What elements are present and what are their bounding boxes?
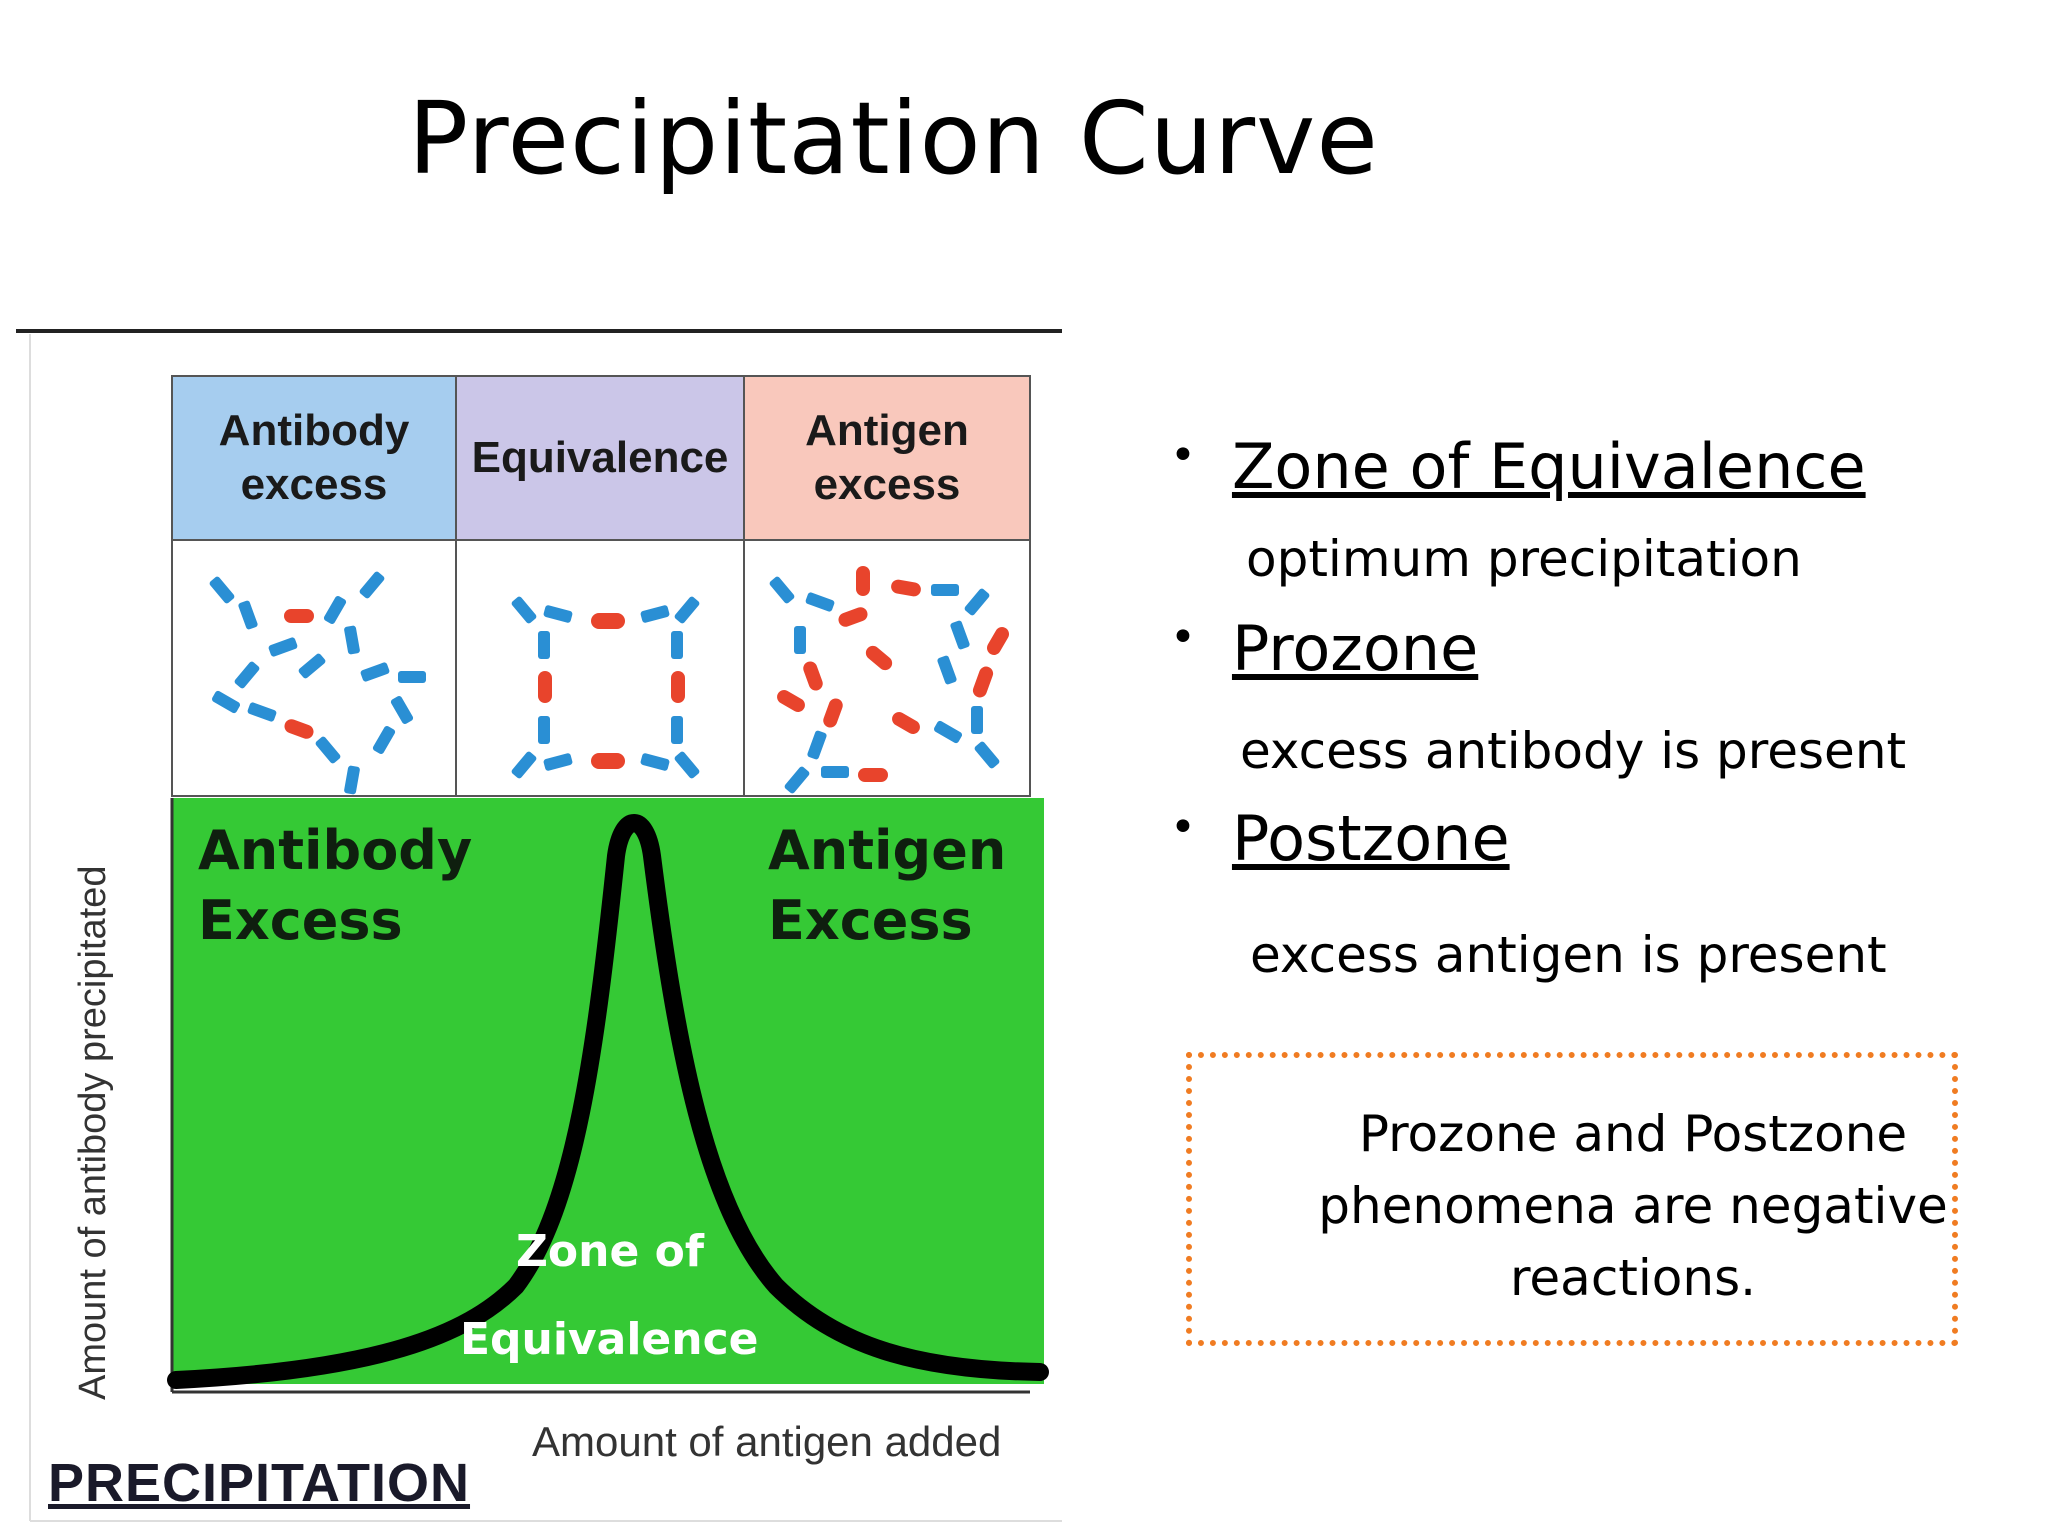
lattice-cell-equivalence [455, 539, 745, 797]
note-line-3: reactions. [1509, 1249, 1757, 1307]
lattice-antibody-excess [209, 571, 426, 795]
bullet-heading: Postzone [1231, 802, 1510, 875]
precipitation-figure: Antibody excess Equivalence Antigen exce… [16, 326, 1062, 1526]
header-antibody-excess: Antibody excess [218, 406, 410, 509]
bullet-dot-icon: • [1170, 612, 1196, 663]
zone-of-equivalence-line1: Zone of [516, 1226, 704, 1277]
bullet-description: excess antibody is present [1240, 722, 1907, 780]
bullet-description: excess antigen is present [1250, 926, 1887, 984]
bullet-postzone: • Postzone [1170, 802, 1510, 875]
x-axis-label: Amount of antigen added [532, 1418, 1002, 1465]
figure-graphics [16, 329, 1062, 1522]
bullet-heading: Prozone [1231, 612, 1479, 685]
zone-of-equivalence-line2: Equivalence [460, 1314, 759, 1365]
bullet-heading: Zone of Equivalence [1231, 430, 1866, 503]
bullet-prozone: • Prozone [1170, 612, 1478, 685]
header-cell-equivalence [455, 375, 745, 541]
header-cell-antibody-excess [171, 375, 457, 541]
lattice-antigen-excess [769, 566, 1009, 794]
bullet-dot-icon: • [1170, 802, 1196, 853]
note-line-1: Prozone and Postzone [1358, 1105, 1908, 1163]
header-antigen-excess: Antigen excess [805, 406, 969, 509]
note-text: Prozone and Postzone phenomena are negat… [1308, 1098, 1958, 1314]
label-antibody-excess: Antibody Excess [198, 819, 473, 952]
figure-caption: PRECIPITATION [48, 1453, 471, 1513]
slide-title: Precipitation Curve [408, 80, 1379, 197]
note-box [1186, 1052, 1958, 1346]
header-equivalence: Equivalence [471, 433, 729, 482]
precipitation-curve [167, 814, 1049, 1389]
header-cell-antigen-excess [743, 375, 1031, 541]
note-line-2: phenomena are negative [1318, 1177, 1948, 1235]
bullet-zone-of-equivalence: • Zone of Equivalence [1170, 430, 1866, 503]
lattice-equivalence [511, 596, 700, 779]
bullet-description: optimum precipitation [1246, 530, 1802, 588]
bullet-dot-icon: • [1170, 430, 1196, 481]
label-antigen-excess: Antigen Excess [768, 819, 1007, 952]
y-axis-label: Amount of antibody precipitated [72, 865, 114, 1400]
